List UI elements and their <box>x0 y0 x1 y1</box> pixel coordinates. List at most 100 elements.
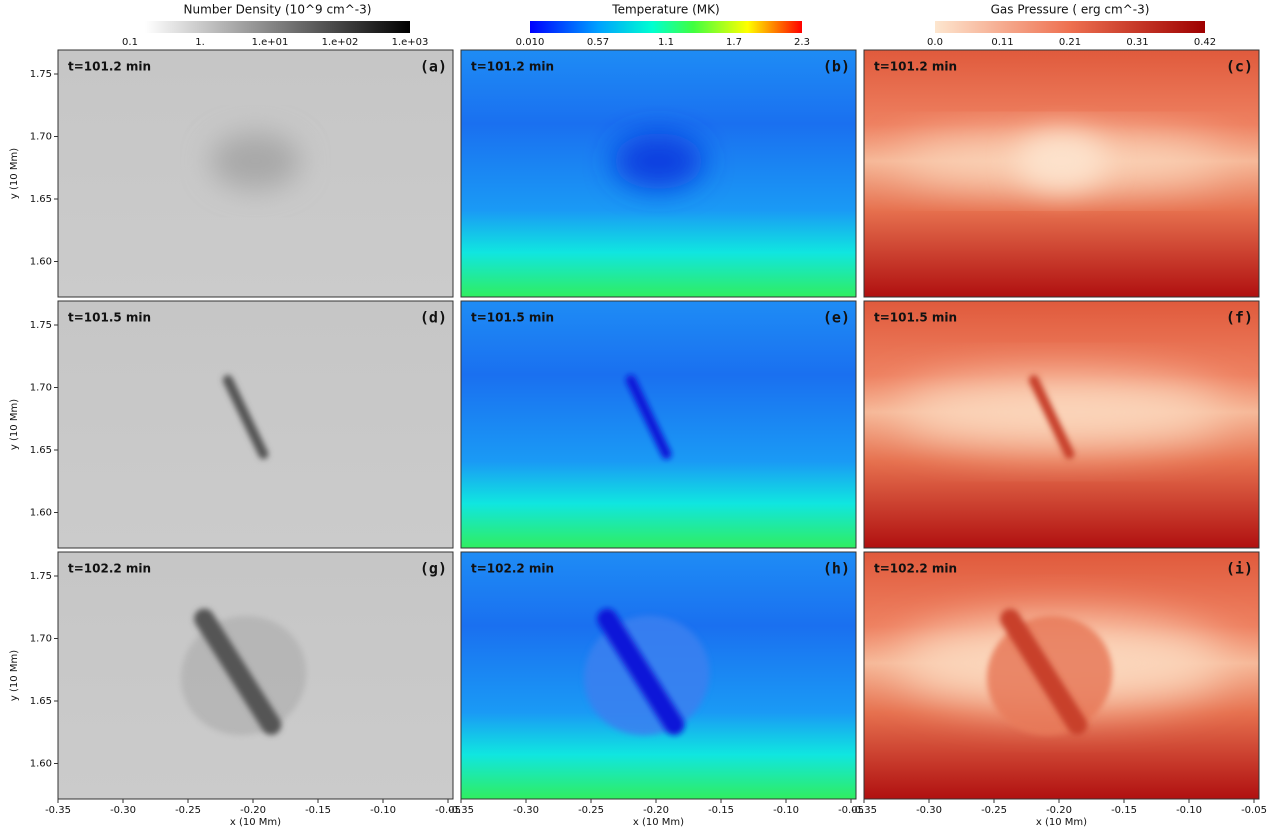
panel-image <box>58 301 453 548</box>
feature <box>210 133 301 190</box>
x-tick-label: -0.30 <box>110 805 136 816</box>
colorbar <box>935 21 1205 33</box>
x-tick-label: -0.05 <box>435 805 461 816</box>
feature <box>625 375 672 460</box>
x-tick-label: -0.20 <box>240 805 266 816</box>
x-axis-label: x (10 Mm) <box>1036 817 1087 828</box>
panel: t=101.5 min (f) <box>863 300 1260 549</box>
x-tick-label: -0.30 <box>916 805 942 816</box>
panel-time: t=101.2 min <box>68 60 151 74</box>
panel-image <box>58 50 453 297</box>
y-tick-label: 1.60 <box>30 257 52 268</box>
panel-background <box>58 301 453 548</box>
feature <box>222 375 269 460</box>
colorbar-tick-label: 0.31 <box>1126 37 1148 48</box>
feature <box>1000 608 1088 735</box>
panel: t=101.2 min (c) <box>863 49 1260 298</box>
panel-image <box>461 552 856 799</box>
y-tick-label: 1.75 <box>30 320 52 331</box>
panel-label: (i) <box>1226 560 1253 578</box>
y-tick-label: 1.70 <box>30 634 52 645</box>
colorbar-title: Number Density (10^9 cm^-3) <box>184 3 372 17</box>
y-tick-label: 1.65 <box>30 194 52 205</box>
x-tick-label: -0.35 <box>851 805 877 816</box>
panel-frame <box>57 551 454 800</box>
x-tick-label: -0.05 <box>838 805 864 816</box>
x-tick-label: -0.15 <box>1111 805 1137 816</box>
panel: t=102.2 min (i) <box>863 551 1260 800</box>
panel-image <box>461 301 856 548</box>
colorbar-tick-label: 1.e+03 <box>392 37 429 48</box>
panel-frame <box>863 300 1260 549</box>
panel-image <box>864 50 1259 297</box>
y-tick-label: 1.60 <box>30 759 52 770</box>
x-axis-label: x (10 Mm) <box>633 817 684 828</box>
panel-frame <box>460 551 857 800</box>
colorbar-title: Temperature (MK) <box>611 3 719 17</box>
panel: t=102.2 min (g) <box>57 551 454 800</box>
colorbar-tick-label: 0.11 <box>991 37 1013 48</box>
panel-frame <box>460 49 857 298</box>
colorbar-tick-label: 0.1 <box>122 37 138 48</box>
y-tick-label: 1.65 <box>30 445 52 456</box>
x-tick-label: -0.35 <box>45 805 71 816</box>
y-tick-label: 1.70 <box>30 132 52 143</box>
x-tick-label: -0.10 <box>773 805 799 816</box>
colorbar-tick-label: 0.42 <box>1194 37 1216 48</box>
feature <box>194 608 282 735</box>
colorbar-tick-label: 2.3 <box>794 37 810 48</box>
colorbar-title: Gas Pressure ( erg cm^-3) <box>991 3 1150 17</box>
panel-image <box>864 301 1259 548</box>
panel: t=101.2 min (b) <box>460 49 857 298</box>
colorbar-tick-label: 0.0 <box>927 37 943 48</box>
panel-time: t=101.5 min <box>471 311 554 325</box>
panel-label: (d) <box>420 309 447 327</box>
panel-label: (f) <box>1226 309 1253 327</box>
colorbar-tick-label: 1. <box>195 37 205 48</box>
panel-image <box>58 552 453 799</box>
panel-time: t=101.2 min <box>874 60 957 74</box>
bright-band <box>895 377 1228 447</box>
y-tick-label: 1.75 <box>30 69 52 80</box>
panel-label: (e) <box>823 309 850 327</box>
x-tick-label: -0.20 <box>643 805 669 816</box>
panel: t=101.2 min (a) <box>57 49 454 298</box>
panel-frame <box>460 300 857 549</box>
x-tick-label: -0.25 <box>981 805 1007 816</box>
panel-image <box>461 50 856 297</box>
feature <box>597 608 685 735</box>
y-axis-label: y (10 Mm) <box>9 650 20 701</box>
panel-frame <box>863 551 1260 800</box>
panel-label: (h) <box>823 560 850 578</box>
panel-time: t=101.5 min <box>68 311 151 325</box>
x-tick-label: -0.10 <box>370 805 396 816</box>
colorbar-tick-label: 1.1 <box>658 37 674 48</box>
panel-frame <box>57 300 454 549</box>
panel-background <box>461 301 856 548</box>
colorbar-tick-label: 1.e+01 <box>252 37 289 48</box>
y-tick-label: 1.60 <box>30 508 52 519</box>
x-tick-label: -0.10 <box>1176 805 1202 816</box>
colorbar <box>530 21 802 33</box>
colorbar-tick-label: 1.e+02 <box>322 37 359 48</box>
panel-time: t=102.2 min <box>471 562 554 576</box>
panel: t=102.2 min (h) <box>460 551 857 800</box>
y-axis-label: y (10 Mm) <box>9 399 20 450</box>
panel-label: (b) <box>823 58 850 76</box>
panel-label: (g) <box>420 560 447 578</box>
panel-time: t=102.2 min <box>68 562 151 576</box>
colorbar-tick-label: 0.010 <box>516 37 545 48</box>
panel-time: t=102.2 min <box>874 562 957 576</box>
panel: t=101.5 min (e) <box>460 300 857 549</box>
x-axis-label: x (10 Mm) <box>230 817 281 828</box>
x-tick-label: -0.35 <box>448 805 474 816</box>
y-tick-label: 1.75 <box>30 571 52 582</box>
panel: t=101.5 min (d) <box>57 300 454 549</box>
feature <box>1016 133 1107 190</box>
panel-time: t=101.2 min <box>471 60 554 74</box>
panel-label: (a) <box>420 58 447 76</box>
x-tick-label: -0.30 <box>513 805 539 816</box>
feature <box>613 133 704 190</box>
panel-label: (c) <box>1226 58 1253 76</box>
